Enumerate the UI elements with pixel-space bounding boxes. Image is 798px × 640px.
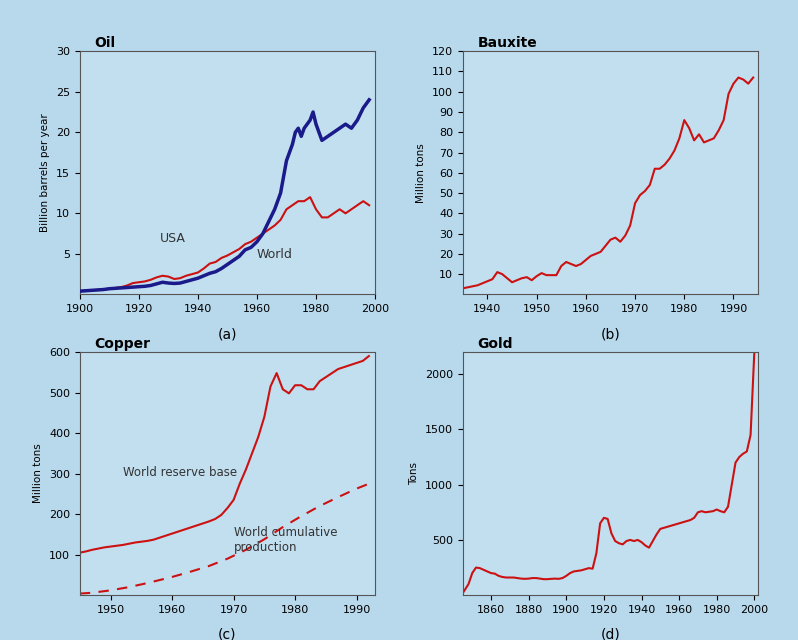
Text: Oil: Oil: [95, 36, 116, 50]
Text: Gold: Gold: [477, 337, 513, 351]
Y-axis label: Tons: Tons: [409, 462, 420, 485]
Text: World reserve base: World reserve base: [123, 466, 237, 479]
Text: World cumulative
production: World cumulative production: [234, 527, 337, 554]
Text: Bauxite: Bauxite: [477, 36, 537, 50]
Y-axis label: Billion barrels per year: Billion barrels per year: [41, 113, 50, 232]
Text: USA: USA: [160, 232, 185, 244]
Y-axis label: Million tons: Million tons: [417, 143, 426, 203]
Y-axis label: Million tons: Million tons: [34, 444, 43, 504]
Text: (d): (d): [601, 628, 620, 640]
Text: (b): (b): [601, 327, 620, 341]
Text: Copper: Copper: [95, 337, 151, 351]
Text: (c): (c): [218, 628, 237, 640]
Text: World: World: [257, 248, 293, 261]
Text: (a): (a): [218, 327, 237, 341]
